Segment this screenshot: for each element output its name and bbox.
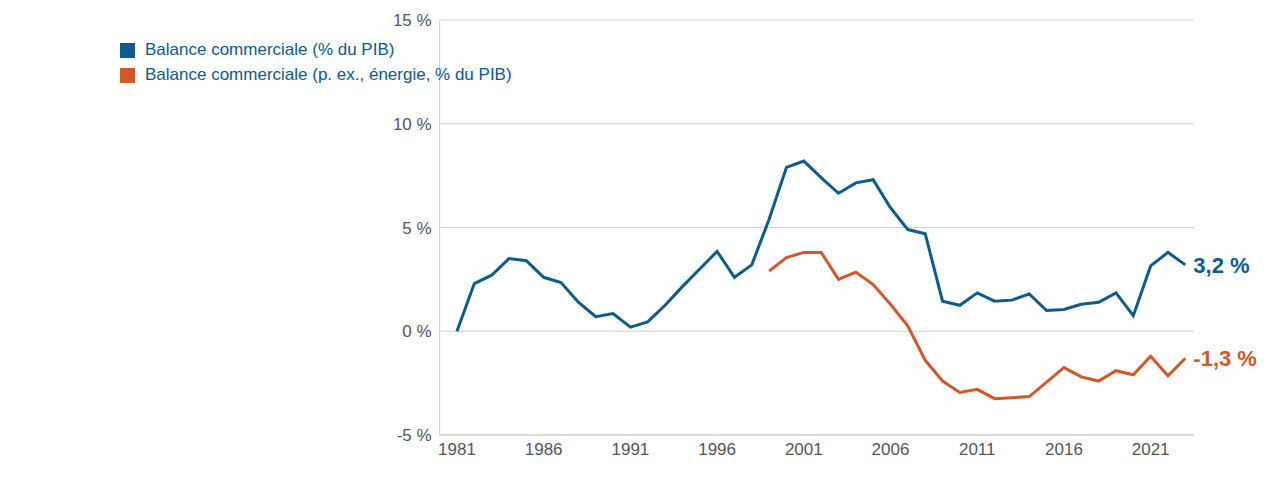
svg-text:-5 %: -5 % bbox=[397, 426, 432, 445]
svg-text:2006: 2006 bbox=[872, 440, 910, 459]
svg-text:2011: 2011 bbox=[959, 440, 996, 459]
svg-text:1981: 1981 bbox=[438, 440, 476, 459]
html-text:Balance commerciale (p. ex., é: Balance commerciale (p. ex., énergie, % … bbox=[145, 65, 512, 84]
svg-text:2016: 2016 bbox=[1045, 440, 1083, 459]
html-text:Balance commerciale (% du PIB): Balance commerciale (% du PIB) bbox=[145, 40, 395, 59]
svg-text:1991: 1991 bbox=[611, 440, 649, 459]
svg-text:15 %: 15 % bbox=[393, 11, 432, 30]
svg-text:5 %: 5 % bbox=[402, 219, 431, 238]
svg-text:10 %: 10 % bbox=[393, 115, 432, 134]
svg-text:-1,3 %: -1,3 % bbox=[1193, 346, 1257, 371]
svg-text:3,2 %: 3,2 % bbox=[1193, 253, 1249, 278]
svg-text:1986: 1986 bbox=[525, 440, 563, 459]
svg-text:0 %: 0 % bbox=[402, 322, 431, 341]
svg-text:2021: 2021 bbox=[1132, 440, 1170, 459]
svg-text:2001: 2001 bbox=[785, 440, 823, 459]
svg-text:1996: 1996 bbox=[698, 440, 736, 459]
